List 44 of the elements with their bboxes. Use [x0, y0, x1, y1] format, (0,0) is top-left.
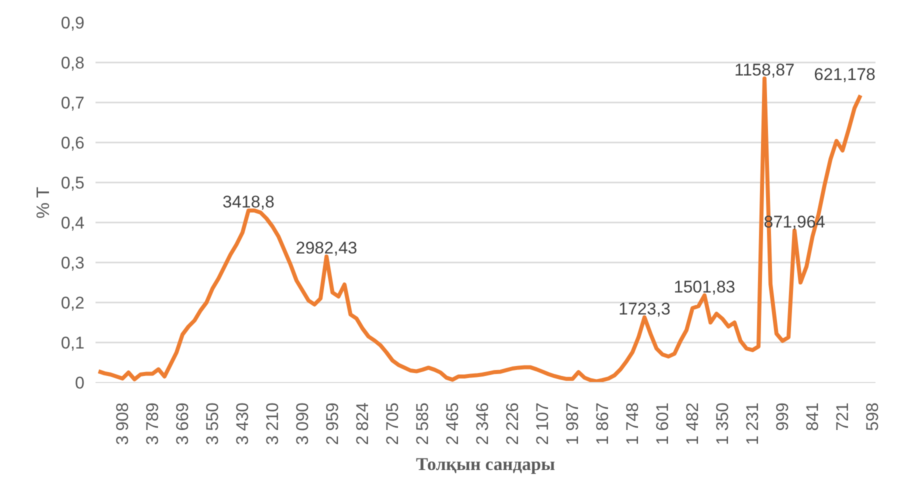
- y-tick-label: 0,7: [60, 94, 85, 112]
- x-tick-label: 1 987: [563, 402, 582, 446]
- y-tick-label: 0,9: [60, 14, 85, 32]
- y-tick-label: 0,3: [60, 254, 85, 272]
- y-tick-label: 0,8: [60, 54, 85, 72]
- x-tick-label: 3 908: [113, 402, 132, 446]
- y-tick-label: 0,2: [60, 294, 85, 312]
- x-tick-label: 841: [803, 402, 822, 431]
- x-tick-label: 1 482: [683, 402, 702, 446]
- x-tick-label: 2 705: [383, 402, 402, 446]
- x-tick-label: 1 601: [653, 402, 672, 446]
- x-tick-label: 2 959: [323, 402, 342, 446]
- x-tick-label: 3 090: [293, 402, 312, 446]
- x-tick-label: 721: [833, 402, 852, 431]
- y-tick-label: 0,5: [60, 174, 85, 192]
- x-tick-label: 1 350: [713, 402, 732, 446]
- annotation: 1723,3: [618, 299, 670, 318]
- x-tick-label: 2 346: [473, 402, 492, 446]
- annotation: 1501,83: [674, 277, 736, 296]
- y-tick-label: 0: [75, 374, 85, 392]
- x-axis-title: Толқын сандары: [416, 454, 556, 474]
- y-tick-label: 0,4: [60, 214, 85, 232]
- annotation: 621,178: [814, 65, 876, 84]
- x-tick-label: 2 226: [503, 402, 522, 446]
- y-axis-title: % T: [32, 186, 53, 218]
- x-tick-label: 2 107: [533, 402, 552, 446]
- x-tick-label: 1 867: [593, 402, 612, 446]
- x-tick-label: 3 669: [173, 402, 192, 446]
- x-tick-label: 2 824: [353, 402, 372, 446]
- annotation: 1158,87: [734, 60, 795, 80]
- x-tick-label: 3 430: [233, 402, 252, 446]
- x-tick-label: 1 748: [623, 402, 642, 446]
- annotation: 3418,8: [222, 192, 274, 212]
- x-tick-label: 2 465: [443, 402, 462, 446]
- x-tick-label: 3 550: [203, 402, 222, 446]
- x-tick-label: 3 789: [143, 402, 162, 446]
- x-tick-label: 1 231: [743, 402, 762, 446]
- y-tick-label: 0,1: [60, 334, 85, 352]
- x-tick-label: 598: [863, 402, 882, 431]
- x-tick-label: 999: [773, 402, 792, 431]
- x-tick-label: 2 585: [413, 402, 432, 446]
- annotation: 2982,43: [296, 238, 358, 258]
- x-tick-label: 3 210: [263, 402, 282, 446]
- y-tick-label: 0,6: [60, 134, 85, 152]
